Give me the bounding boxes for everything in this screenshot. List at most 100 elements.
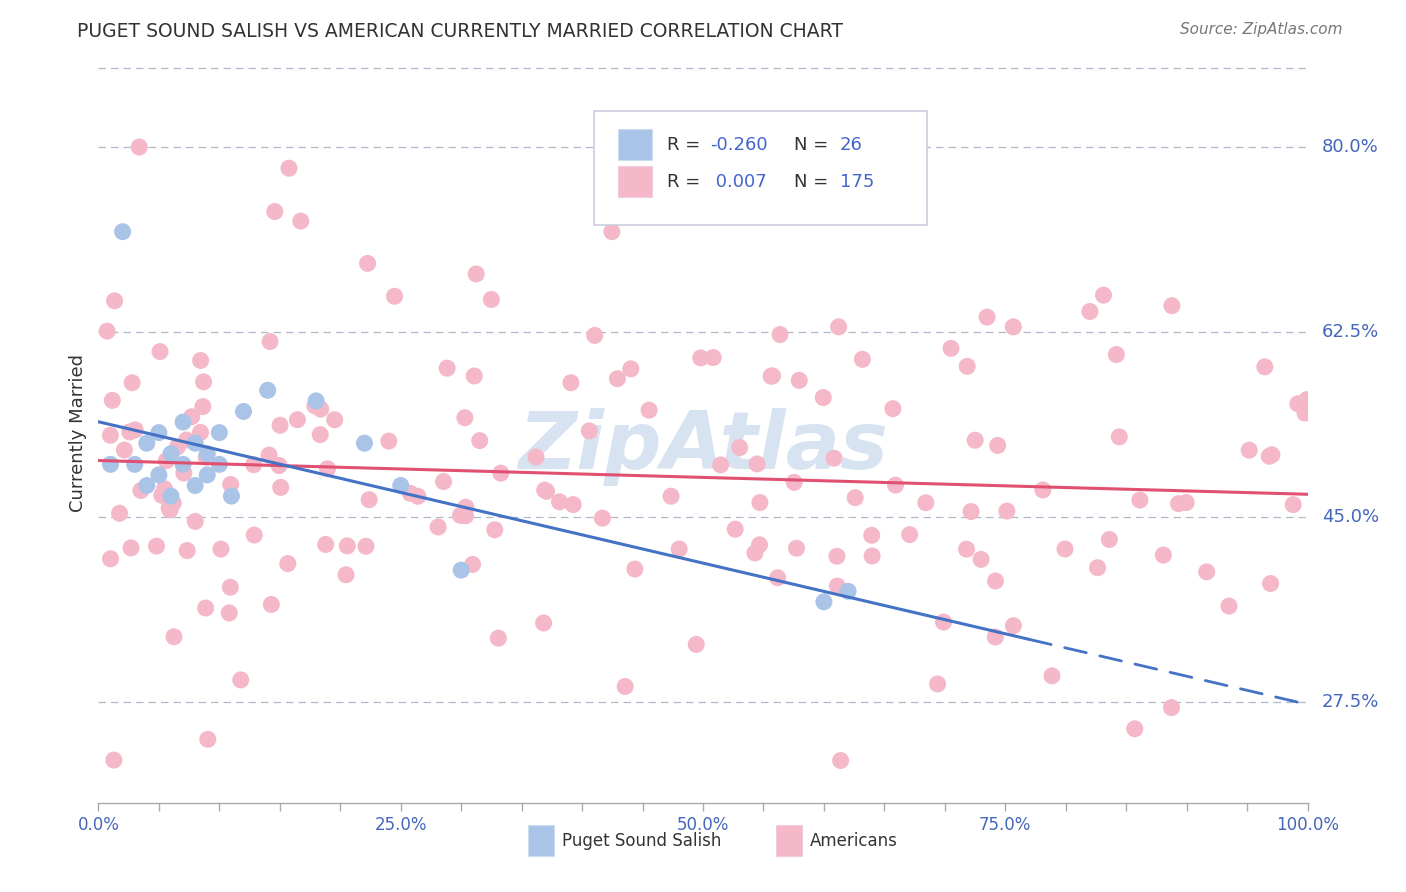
Point bbox=[155, 453, 177, 467]
Point bbox=[323, 413, 346, 427]
Point bbox=[111, 225, 134, 239]
Point bbox=[591, 511, 613, 525]
Point bbox=[108, 506, 131, 520]
Point bbox=[1129, 493, 1152, 508]
Point bbox=[748, 495, 770, 509]
Point bbox=[384, 289, 406, 303]
Point bbox=[98, 428, 121, 442]
Point bbox=[560, 376, 582, 390]
Point bbox=[1078, 304, 1101, 318]
Point bbox=[160, 447, 183, 461]
Point bbox=[121, 376, 143, 390]
Text: Puget Sound Salish: Puget Sound Salish bbox=[561, 831, 721, 849]
Point bbox=[724, 522, 747, 536]
Point bbox=[256, 384, 278, 398]
Point bbox=[745, 457, 768, 471]
Point bbox=[578, 424, 600, 438]
Point bbox=[267, 458, 290, 473]
Point bbox=[1160, 700, 1182, 714]
Text: 62.5%: 62.5% bbox=[1322, 323, 1379, 341]
Point bbox=[1098, 533, 1121, 547]
Point bbox=[785, 541, 807, 556]
Point bbox=[450, 563, 472, 577]
Point bbox=[1092, 288, 1115, 302]
Point bbox=[1295, 392, 1317, 407]
Point bbox=[837, 584, 859, 599]
Point bbox=[533, 483, 555, 498]
Point bbox=[316, 462, 339, 476]
Point bbox=[243, 528, 266, 542]
Point bbox=[844, 491, 866, 505]
Point bbox=[149, 344, 172, 359]
Point bbox=[984, 574, 1007, 588]
Point bbox=[219, 580, 242, 594]
Point bbox=[685, 637, 707, 651]
Point bbox=[689, 351, 711, 365]
Point bbox=[827, 319, 849, 334]
Point bbox=[463, 368, 485, 383]
Point bbox=[315, 537, 337, 551]
Text: 27.5%: 27.5% bbox=[1322, 693, 1379, 711]
Point bbox=[162, 496, 184, 510]
Point bbox=[1087, 560, 1109, 574]
Point bbox=[135, 478, 157, 492]
Point bbox=[454, 500, 477, 515]
Point bbox=[1286, 397, 1309, 411]
Point bbox=[813, 595, 835, 609]
Point bbox=[486, 631, 509, 645]
Point bbox=[454, 508, 477, 523]
Point bbox=[614, 680, 637, 694]
Point bbox=[124, 458, 146, 472]
Point bbox=[427, 520, 450, 534]
Point bbox=[218, 606, 240, 620]
Point bbox=[1258, 450, 1281, 464]
Point bbox=[1002, 618, 1025, 632]
Point bbox=[932, 615, 955, 629]
Point bbox=[232, 404, 254, 418]
Point bbox=[257, 448, 280, 462]
Point bbox=[309, 402, 332, 417]
Point bbox=[1237, 443, 1260, 458]
Point bbox=[1260, 576, 1282, 591]
Point bbox=[184, 515, 207, 529]
Point bbox=[851, 352, 873, 367]
Point bbox=[309, 427, 332, 442]
Point bbox=[759, 369, 782, 384]
Point bbox=[454, 410, 477, 425]
Point bbox=[353, 436, 375, 450]
Text: Source: ZipAtlas.com: Source: ZipAtlas.com bbox=[1180, 22, 1343, 37]
Point bbox=[124, 423, 146, 437]
Point bbox=[112, 443, 135, 458]
FancyBboxPatch shape bbox=[595, 111, 927, 226]
Point bbox=[976, 310, 998, 325]
Text: 26: 26 bbox=[839, 136, 862, 153]
Point bbox=[606, 372, 628, 386]
Point bbox=[221, 489, 243, 503]
Text: 175: 175 bbox=[839, 173, 875, 191]
Point bbox=[259, 334, 281, 349]
Point bbox=[548, 495, 571, 509]
Point bbox=[209, 542, 232, 557]
Point bbox=[208, 425, 231, 440]
Text: N =: N = bbox=[794, 173, 834, 191]
Point bbox=[378, 434, 401, 449]
Point bbox=[191, 400, 214, 414]
Point bbox=[927, 677, 949, 691]
Point bbox=[813, 391, 835, 405]
Point bbox=[135, 436, 157, 450]
Point bbox=[984, 630, 1007, 644]
Point bbox=[461, 558, 484, 572]
Point bbox=[533, 615, 555, 630]
Point bbox=[479, 293, 502, 307]
FancyBboxPatch shape bbox=[527, 825, 554, 856]
Point bbox=[600, 225, 623, 239]
Point bbox=[1195, 565, 1218, 579]
Point bbox=[728, 441, 751, 455]
Point bbox=[1160, 299, 1182, 313]
Point bbox=[562, 498, 585, 512]
Point bbox=[176, 543, 198, 558]
Point bbox=[190, 425, 212, 440]
Point bbox=[157, 500, 180, 515]
Point bbox=[1108, 430, 1130, 444]
Point bbox=[823, 451, 845, 466]
